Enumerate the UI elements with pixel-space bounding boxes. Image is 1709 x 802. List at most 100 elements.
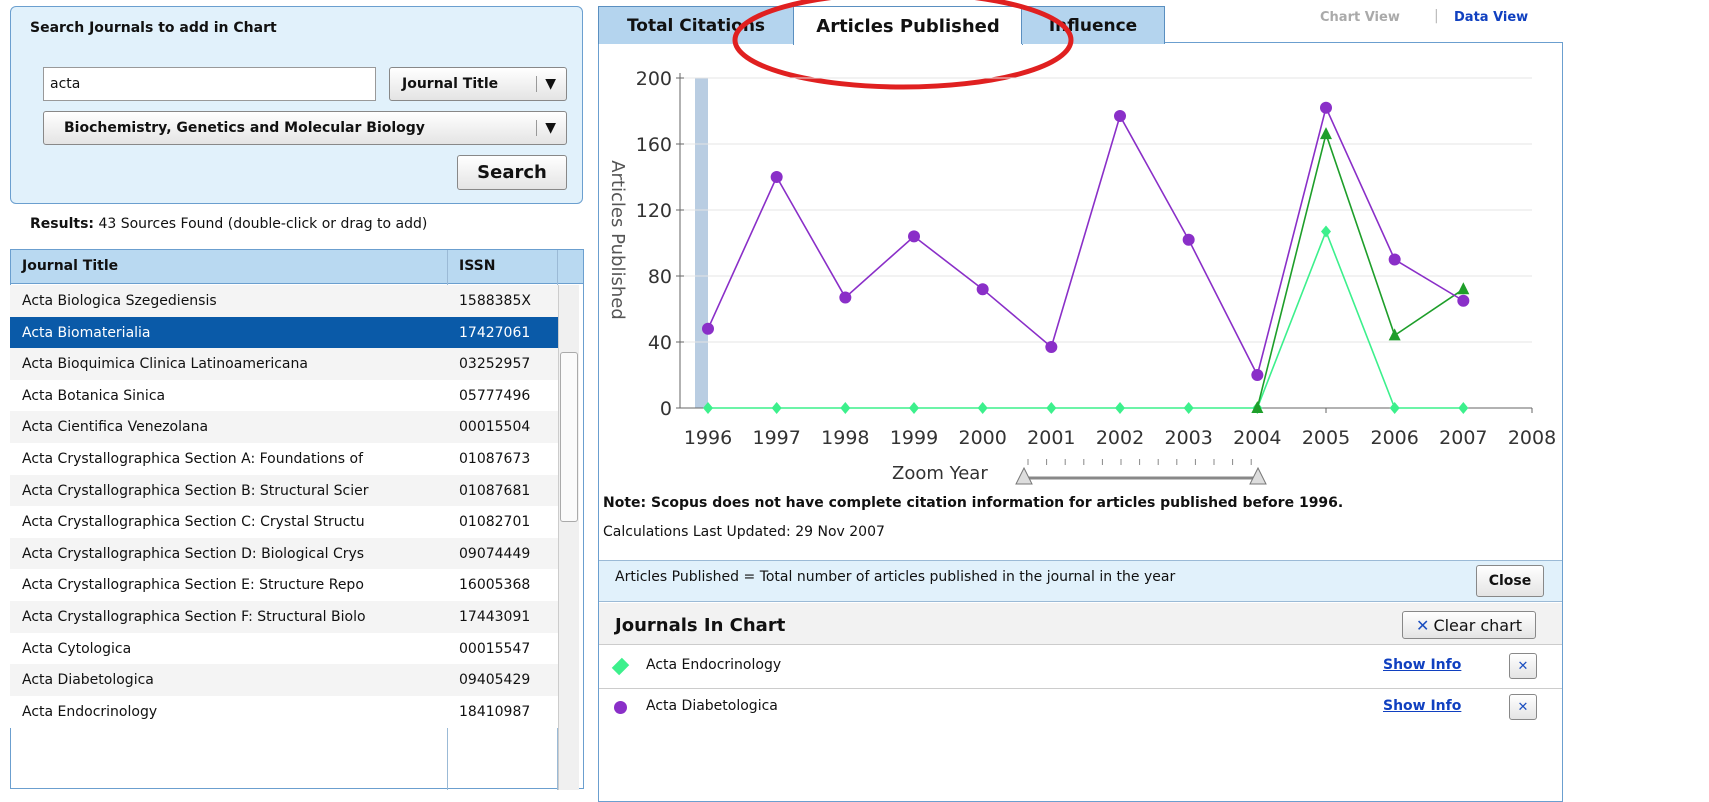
- x-tick-label: 2008: [1508, 427, 1556, 449]
- y-tick-label: 80: [648, 266, 672, 288]
- tab-active[interactable]: Articles Published: [793, 6, 1023, 45]
- issn: 1588385X: [459, 293, 531, 309]
- updated: Calculations Last Updated: 29 Nov 2007: [603, 524, 885, 540]
- journal-title: Acta Crystallographica Section A: Founda…: [22, 451, 364, 467]
- y-tick-label: 160: [636, 134, 672, 156]
- table-row: Acta Cientifica Venezolana 00015504: [10, 411, 558, 444]
- column-header: Journal Title: [22, 258, 119, 274]
- series-line: [707, 105, 1464, 378]
- marker: [840, 402, 851, 414]
- dropdown-arrow: ▼: [536, 76, 556, 92]
- issn: 18410987: [459, 703, 531, 720]
- journal-title: Acta Crystallographica Section C: Crysta…: [22, 514, 365, 531]
- table-row: Acta Endocrinology 18410987: [10, 695, 558, 728]
- journal-title: Acta Cytologica: [22, 640, 132, 657]
- marker: [1457, 282, 1470, 295]
- marker: [1115, 402, 1125, 414]
- marker: [1046, 402, 1057, 414]
- slider-handle[interactable]: [1249, 466, 1267, 485]
- journal-title: Acta Cientifica Venezolana: [22, 419, 209, 436]
- results-line: Results: 43 Sources Found (double-click …: [30, 216, 427, 232]
- search-button[interactable]: Search: [457, 155, 567, 190]
- issn: 03252957: [459, 356, 531, 373]
- x-tick-label: 2005: [1302, 427, 1350, 449]
- table-row: Acta Crystallographica Section A: Founda…: [10, 443, 558, 475]
- y-tick-label: 200: [636, 68, 672, 90]
- journal-title: Acta Biomaterialia: [22, 324, 151, 341]
- marker: [1458, 402, 1469, 414]
- x-tick-label: 2006: [1370, 427, 1418, 449]
- slider-handle[interactable]: [1015, 466, 1033, 485]
- zoom-band: [695, 78, 708, 408]
- marker: [1114, 109, 1126, 122]
- field-value: Journal Title: [402, 76, 499, 92]
- x-tick-label: 2003: [1164, 427, 1212, 449]
- x-tick-label: 2004: [1233, 427, 1281, 449]
- issn: 01087681: [459, 482, 531, 499]
- show-info-link[interactable]: Show Info: [1383, 657, 1462, 673]
- divider: [599, 688, 1562, 689]
- x-tick-label: 2000: [958, 427, 1006, 449]
- remove-button[interactable]: ✕: [1509, 694, 1537, 720]
- subject-value: Biochemistry, Genetics and Molecular Bio…: [64, 120, 425, 136]
- y-axis-label: Articles Published: [607, 160, 628, 320]
- subject-dropdown[interactable]: Biochemistry, Genetics and Molecular Bio…: [43, 111, 567, 145]
- field-dropdown[interactable]: Journal Title ▼: [389, 67, 567, 101]
- clear-label: Clear chart: [1433, 615, 1522, 635]
- issn: 09074449: [459, 545, 531, 562]
- table-row: Acta Botanica Sinica 05777496: [10, 379, 558, 412]
- remove-button[interactable]: ✕: [1509, 653, 1537, 679]
- marker: [1320, 127, 1332, 140]
- close-button[interactable]: Close: [1476, 565, 1544, 597]
- x-tick-label: 1997: [752, 427, 800, 449]
- journal-title: Acta Crystallographica Section D: Biolog…: [22, 545, 365, 562]
- table-row: Acta Crystallographica Section D: Biolog…: [10, 537, 558, 570]
- x-tick-label: 1999: [890, 427, 938, 449]
- legend-name: Acta Diabetologica: [646, 698, 778, 714]
- marker: [977, 402, 988, 414]
- y-tick-label: 0: [660, 398, 672, 420]
- issn: 09405429: [459, 672, 531, 689]
- marker: [1182, 233, 1195, 246]
- chart-panel: [598, 42, 1563, 802]
- results-text: 43 Sources Found (double-click or drag t…: [98, 216, 428, 232]
- table-row: Acta Crystallographica Section B: Struct…: [10, 474, 558, 507]
- scroll-thumb[interactable]: [560, 352, 578, 522]
- data-view-link[interactable]: Data View: [1454, 10, 1529, 25]
- chart-view-link[interactable]: Chart View: [1320, 10, 1400, 25]
- issn: 01087673: [459, 451, 531, 467]
- marker: [1183, 402, 1194, 414]
- marker: [1388, 253, 1401, 266]
- table-row: Acta Crystallographica Section F: Struct…: [10, 601, 558, 633]
- issn: 00015547: [459, 640, 531, 657]
- table-header: [11, 250, 583, 284]
- issn: 17443091: [459, 609, 531, 625]
- table-row: Acta Bioquimica Clinica Latinoamericana 0…: [10, 348, 558, 381]
- marker: [1388, 328, 1401, 341]
- clear-chart-button[interactable]: ✕ Clear chart: [1402, 611, 1536, 639]
- results-label: Results:: [30, 216, 94, 232]
- show-info-link[interactable]: Show Info: [1383, 698, 1462, 714]
- tab[interactable]: Total Citations: [598, 6, 794, 44]
- dropdown-arrow: ▼: [536, 120, 556, 136]
- y-tick-label: 120: [636, 200, 672, 222]
- search-input[interactable]: acta: [43, 67, 376, 101]
- marker: [771, 402, 782, 414]
- legend-icon: [614, 701, 627, 714]
- note: Note: Scopus does not have complete cita…: [603, 495, 1344, 511]
- journal-title: Acta Bioquimica Clinica Latinoamericana: [22, 356, 308, 373]
- search-title: Search Journals to add in Chart: [30, 20, 277, 36]
- journal-title: Acta Diabetologica: [22, 672, 154, 689]
- table-row: Acta Crystallographica Section E: Struct…: [10, 569, 558, 602]
- separator: |: [1434, 8, 1439, 24]
- issn: 17427061: [459, 324, 531, 341]
- x-tick-label: 2002: [1096, 427, 1144, 449]
- journal-title: Acta Crystallographica Section F: Struct…: [22, 609, 366, 625]
- legend-name: Acta Endocrinology: [646, 657, 782, 673]
- issn: 01082701: [459, 514, 531, 531]
- journal-title: Acta Endocrinology: [22, 703, 158, 720]
- journal-title: Acta Crystallographica Section E: Struct…: [22, 577, 364, 594]
- table-row: Acta Cytologica 00015547: [10, 632, 558, 665]
